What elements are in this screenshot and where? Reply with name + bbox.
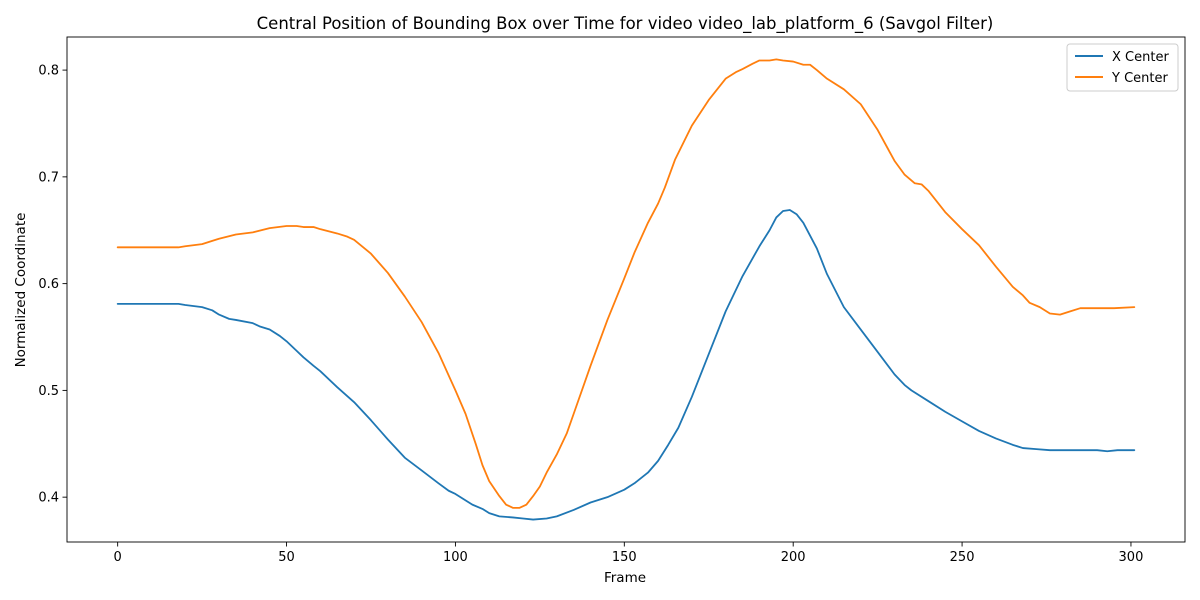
- y-tick-label: 0.4: [38, 491, 59, 506]
- x-tick-label: 150: [612, 550, 637, 565]
- x-tick-label: 50: [278, 550, 295, 565]
- y-tick-label: 0.6: [38, 277, 59, 292]
- legend-label-x-center: X Center: [1112, 50, 1169, 65]
- y-axis: 0.4 0.5 0.6 0.7 0.8: [38, 64, 67, 506]
- x-tick-label: 200: [781, 550, 806, 565]
- x-axis: 0 50 100 150 200 250 300: [114, 542, 1144, 565]
- x-tick-label: 250: [950, 550, 975, 565]
- plot-frame: [66, 36, 1186, 543]
- legend-label-y-center: Y Center: [1111, 71, 1168, 86]
- y-tick-label: 0.8: [38, 64, 59, 79]
- plot-area: [67, 37, 1185, 542]
- x-tick-label: 0: [114, 550, 122, 565]
- legend: X Center Y Center: [1066, 43, 1179, 92]
- x-tick-label: 300: [1119, 550, 1144, 565]
- series-line-y-center: [116, 58, 1136, 509]
- x-axis-label: Frame: [604, 570, 646, 586]
- series-layer: [116, 58, 1136, 521]
- y-tick-label: 0.5: [38, 384, 59, 399]
- y-axis-label: Normalized Coordinate: [13, 213, 29, 368]
- series-line-x-center: [116, 209, 1136, 521]
- y-tick-label: 0.7: [38, 170, 59, 185]
- x-tick-label: 100: [443, 550, 468, 565]
- chart-title: Central Position of Bounding Box over Ti…: [257, 14, 994, 34]
